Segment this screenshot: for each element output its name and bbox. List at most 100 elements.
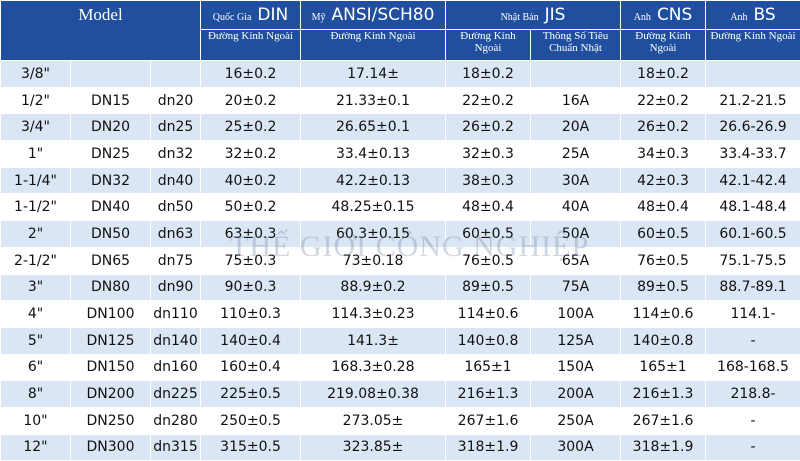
table-cell: 48.1-48.4: [705, 193, 800, 222]
table-cell: 216±1.3: [445, 380, 532, 408]
table-cell: 50A: [530, 220, 622, 248]
standard-name: BS: [753, 5, 776, 25]
table-cell: 250A: [530, 406, 622, 435]
table-row: 1-1/2" DN40 dn50 50±0.2 48.25±0.15 48±0.4 40A 4…: [0, 193, 800, 222]
table-cell: 4": [0, 300, 71, 328]
table-cell: 100A: [530, 300, 622, 328]
table-row: 3" DN80 dn90 90±0.3 88.9±0.2 89±0.5 75A 89±0.5 8…: [0, 273, 800, 302]
table-cell: 315±0.5: [200, 433, 302, 461]
table-cell: 141.3±: [300, 326, 447, 355]
table-cell: 12": [0, 433, 71, 461]
table-row: 5" DN125 dn140 140±0.4 141.3± 140±0.8 125A 140±…: [0, 326, 800, 355]
table-cell: -: [705, 326, 800, 355]
table-cell: 2-1/2": [0, 246, 71, 275]
subheader: Đường Kính Ngoài: [705, 29, 800, 61]
table-cell: 273.05±: [300, 406, 447, 435]
table-cell: 165±1: [445, 353, 532, 382]
table-cell: dn32: [149, 140, 202, 168]
subheader: Đường Kính Ngoài: [200, 29, 302, 61]
table-cell: 114.1-: [705, 300, 800, 328]
table-cell: 60±0.5: [620, 220, 707, 248]
table-cell: 20A: [530, 113, 622, 142]
table-cell: 30A: [530, 166, 622, 195]
table-header: Model Quốc Gia DIN Mỹ ANSI/SCH80 Nhật Bản JIS A…: [0, 0, 800, 61]
table-cell: dn63: [149, 220, 202, 248]
table-cell: 1/2": [0, 86, 71, 115]
table-cell: 50±0.2: [200, 193, 302, 222]
table-cell: 25A: [530, 140, 622, 168]
table-cell: 48±0.4: [445, 193, 532, 222]
standard-country: Anh: [730, 12, 748, 23]
table-row: 4" DN100 dn110 110±0.3 114.3±0.23 114±0.6 100A…: [0, 300, 800, 328]
table-cell: 140±0.4: [200, 326, 302, 355]
table-cell: 26±0.2: [445, 113, 532, 142]
table-cell: 2": [0, 220, 71, 248]
table-cell: 150A: [530, 353, 622, 382]
table-cell: 21.33±0.1: [300, 86, 447, 115]
table-row: 1/2" DN15 dn20 20±0.2 21.33±0.1 22±0.2 16A 22±0…: [0, 86, 800, 115]
table-row: 3/4" DN20 dn25 25±0.2 26.65±0.1 26±0.2 20A 26±0…: [0, 113, 800, 142]
table-cell: 200A: [530, 380, 622, 408]
table-cell: 114±0.6: [445, 300, 532, 328]
table-cell: 16A: [530, 86, 622, 115]
table-cell: 267±1.6: [445, 406, 532, 435]
header-row: Model Quốc Gia DIN Mỹ ANSI/SCH80 Nhật Bản JIS A…: [0, 0, 800, 61]
table-cell: 18±0.2: [620, 60, 707, 88]
subheader: Đường Kính Ngoài: [620, 29, 707, 61]
table-cell: 89±0.5: [620, 273, 707, 302]
table-row: 3/8" 16±0.2 17.14± 18±0.2 18±0.2: [0, 60, 800, 88]
standard-name: ANSI/SCH80: [331, 5, 435, 25]
standard-country: Quốc Gia: [212, 12, 252, 23]
standard-country: Nhật Bản: [500, 12, 539, 23]
subheader-row: Đường Kính Ngoài Đường Kính Ngoài Đường Kí…: [1, 29, 800, 61]
subheader: Đường Kính Ngoài: [300, 29, 447, 61]
table-cell: DN20: [70, 113, 151, 142]
table-cell: 75.1-75.5: [705, 246, 800, 275]
table-cell: 20±0.2: [200, 86, 302, 115]
table-cell: 323.85±: [300, 433, 447, 461]
table-cell: 42±0.3: [620, 166, 707, 195]
table-cell: 76±0.5: [620, 246, 707, 275]
table-cell: 267±1.6: [620, 406, 707, 435]
table-cell: 60±0.5: [445, 220, 532, 248]
table-cell: dn20: [149, 86, 202, 115]
standard-name: DIN: [257, 5, 289, 25]
table-cell: 165±1: [620, 353, 707, 382]
watermark: THẾ GIỚI CÔNG NGHIỆP: [230, 230, 590, 263]
table-cell: 1": [0, 140, 71, 168]
table-row: 2" DN50 dn63 63±0.3 60.3±0.15 60±0.5 50A 60±0.5…: [0, 220, 800, 248]
table-cell: 21.2-21.5: [705, 86, 800, 115]
table-cell: 33.4-33.7: [705, 140, 800, 168]
table-cell: 42.1-42.4: [705, 166, 800, 195]
table-cell: DN32: [70, 166, 151, 195]
table-cell: dn225: [149, 380, 202, 408]
table-cell: 318±1.9: [620, 433, 707, 461]
table-cell: 114±0.6: [620, 300, 707, 328]
subheader: Đường Kính Ngoài: [445, 29, 532, 61]
table-cell: 25±0.2: [200, 113, 302, 142]
table-cell: DN100: [70, 300, 151, 328]
table-cell: dn50: [149, 193, 202, 222]
table-cell: 48±0.4: [620, 193, 707, 222]
table-cell: 32±0.3: [445, 140, 532, 168]
table-cell: dn140: [149, 326, 202, 355]
standard-name: JIS: [544, 5, 566, 25]
table-cell: dn315: [149, 433, 202, 461]
table-cell: DN25: [70, 140, 151, 168]
table-cell: 89±0.5: [445, 273, 532, 302]
table-cell: 40±0.2: [200, 166, 302, 195]
table-cell: [530, 60, 622, 88]
table-cell: 34±0.3: [620, 140, 707, 168]
table-cell: 1-1/2": [0, 193, 71, 222]
table-cell: dn160: [149, 353, 202, 382]
table-row: 8" DN200 dn225 225±0.5 219.08±0.38 216±1.3 200…: [0, 380, 800, 408]
table-cell: 3": [0, 273, 71, 302]
table-cell: 140±0.8: [620, 326, 707, 355]
table-cell: DN150: [70, 353, 151, 382]
table-cell: 60.1-60.5: [705, 220, 800, 248]
table-cell: 6": [0, 353, 71, 382]
table-cell: 110±0.3: [200, 300, 302, 328]
table-cell: [70, 60, 151, 88]
table-cell: 125A: [530, 326, 622, 355]
table-row: 1-1/4" DN32 dn40 40±0.2 42.2±0.13 38±0.3 30A 42…: [0, 166, 800, 195]
